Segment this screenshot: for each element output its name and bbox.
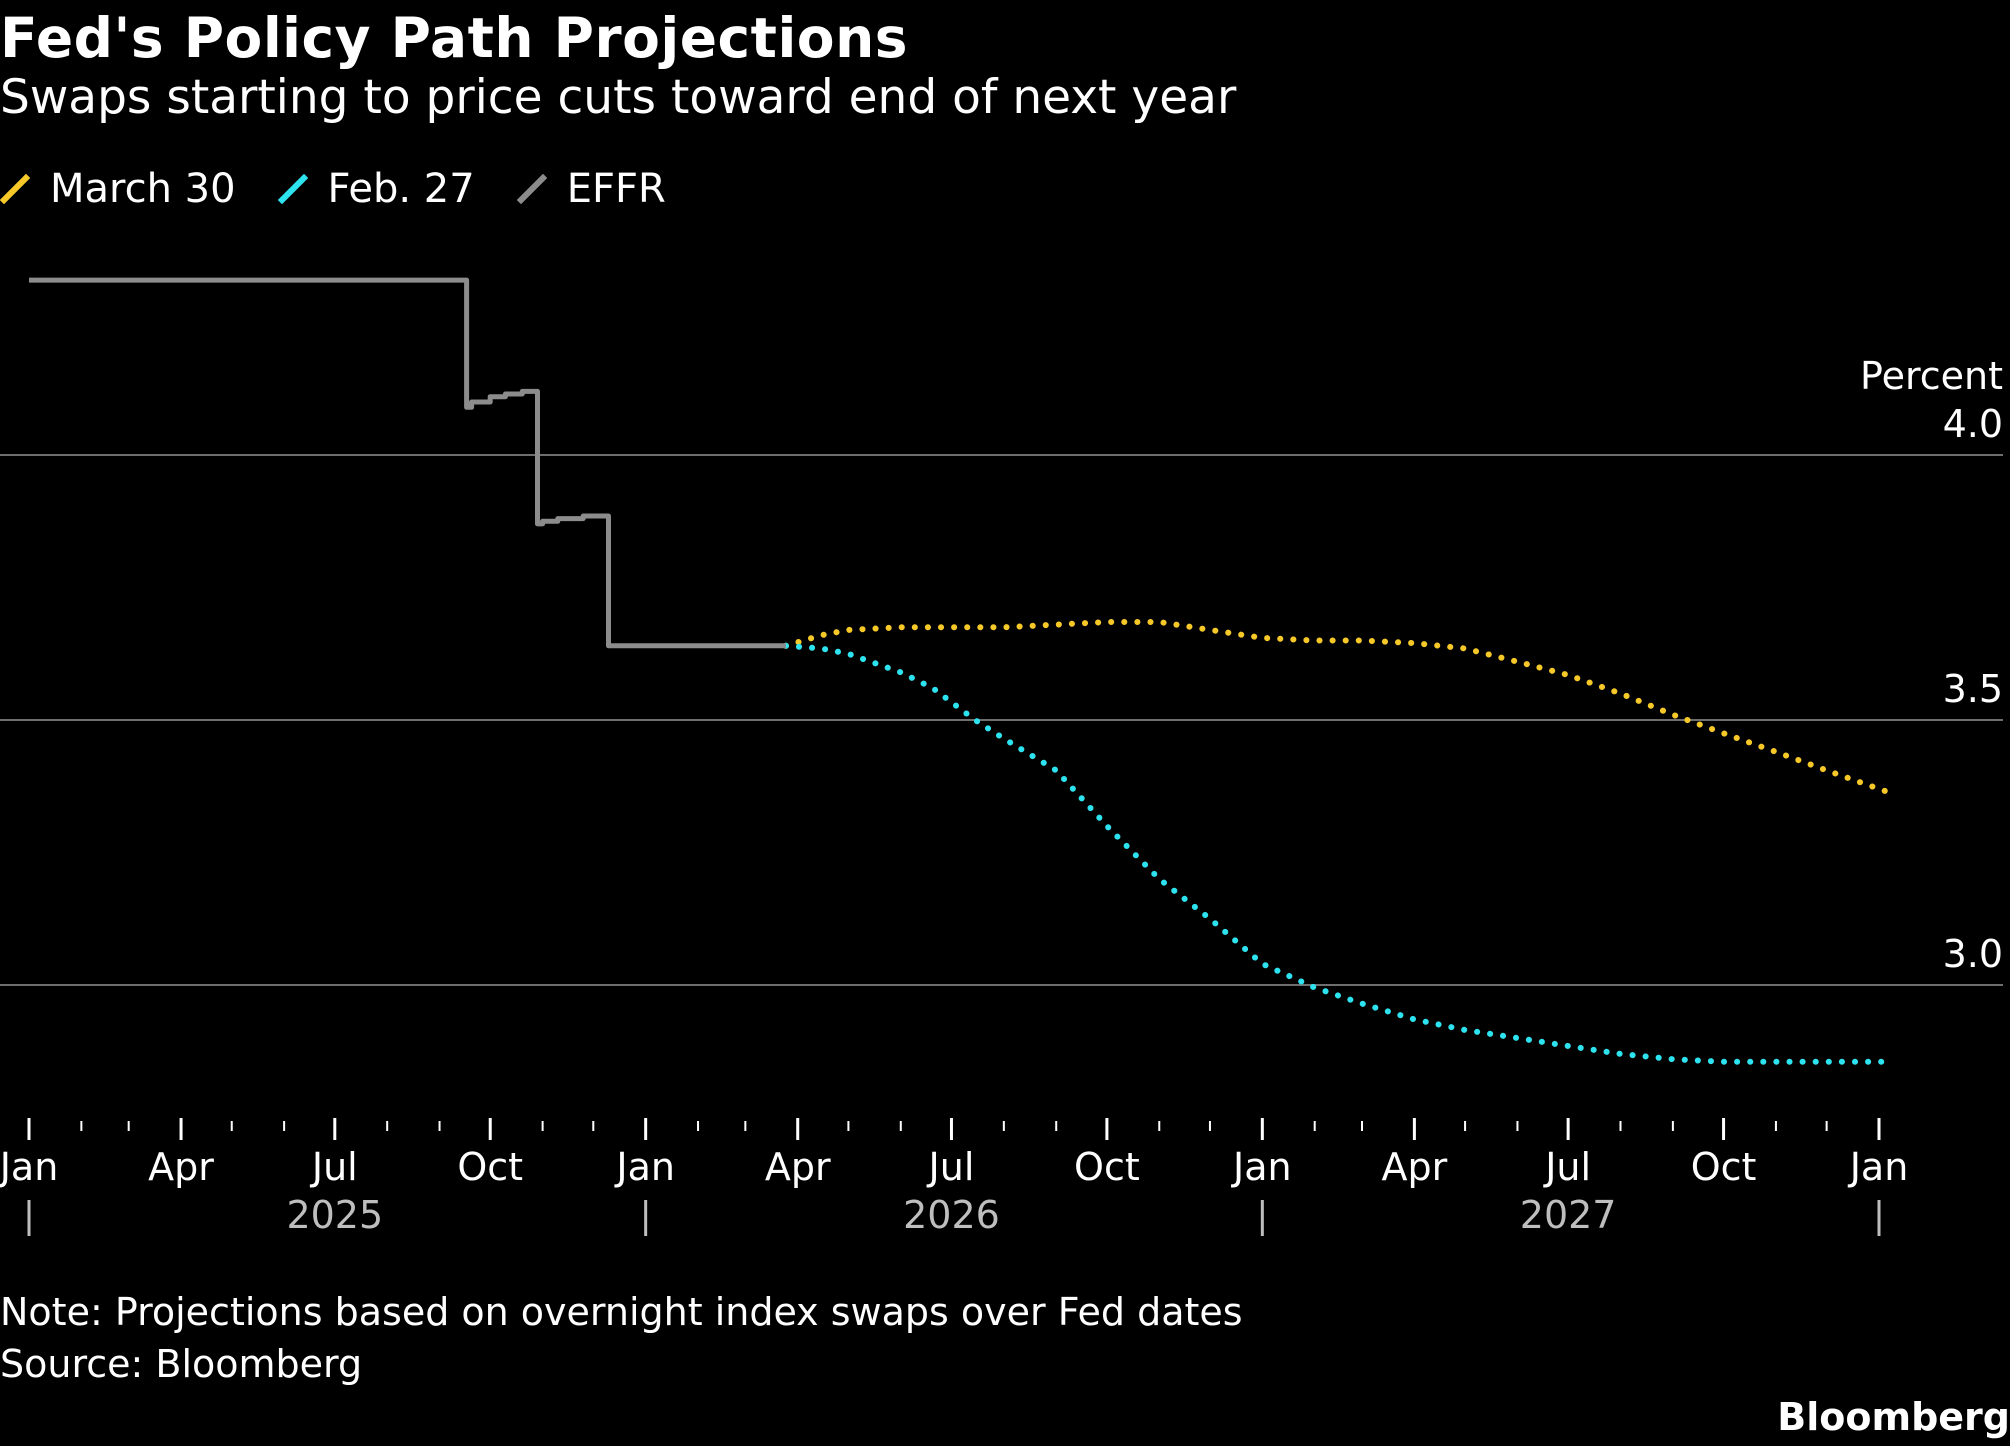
chart-note: Note: Projections based on overnight ind… (0, 1290, 1243, 1334)
x-tick-label: Apr (148, 1145, 214, 1189)
x-tick-label: Jan (1231, 1145, 1292, 1189)
y-tick-label: 3.0 (1943, 932, 2003, 976)
legend-item-feb27: Feb. 27 (277, 166, 475, 212)
chart-subtitle: Swaps starting to price cuts toward end … (0, 70, 1237, 125)
legend-label-march30: March 30 (50, 166, 236, 212)
x-tick-label: Apr (765, 1145, 831, 1189)
series-line-effr (29, 277, 786, 649)
x-tick-label: Jan (1848, 1145, 1909, 1189)
series-layer (29, 277, 1898, 1065)
series-line-march30 (782, 619, 1898, 798)
legend-label-feb27: Feb. 27 (327, 166, 475, 212)
x-year-label: 2026 (903, 1193, 1000, 1237)
x-tick-label: Jul (310, 1145, 358, 1189)
x-tick-label: Oct (457, 1145, 523, 1189)
legend-item-effr: EFFR (516, 166, 666, 212)
y-tick-label: 3.5 (1943, 667, 2003, 711)
legend-item-march30: March 30 (0, 166, 236, 212)
x-tick-label: Oct (1691, 1145, 1757, 1189)
y-tick-label: 4.0 (1943, 402, 2003, 446)
x-tick-label: Jan (0, 1145, 58, 1189)
legend: March 30 Feb. 27 EFFR (0, 163, 708, 215)
x-axis: Jan Apr Jul Oct Jan Apr Jul Oct Jan Apr Jul Oct Jan 2… (0, 1118, 1908, 1237)
x-tick-label: Apr (1382, 1145, 1448, 1189)
chart-source: Source: Bloomberg (0, 1342, 363, 1386)
legend-swatch-march30 (0, 174, 30, 204)
x-tick-label: Oct (1074, 1145, 1140, 1189)
y-axis-label: Percent (1860, 354, 2003, 398)
x-tick-label: Jan (614, 1145, 675, 1189)
x-year-label: 2027 (1520, 1193, 1617, 1237)
x-tick-label: Jul (1543, 1145, 1591, 1189)
grid-layer (0, 454, 2003, 986)
legend-swatch-feb27 (277, 174, 308, 204)
series-line-feb27 (782, 642, 1898, 1065)
chart-title: Fed's Policy Path Projections (0, 6, 908, 70)
x-tick-label: Jul (927, 1145, 975, 1189)
legend-label-effr: EFFR (566, 166, 666, 212)
x-year-label: 2025 (286, 1193, 383, 1237)
bloomberg-logo: Bloomberg (1777, 1395, 2010, 1439)
legend-swatch-effr (516, 174, 547, 204)
